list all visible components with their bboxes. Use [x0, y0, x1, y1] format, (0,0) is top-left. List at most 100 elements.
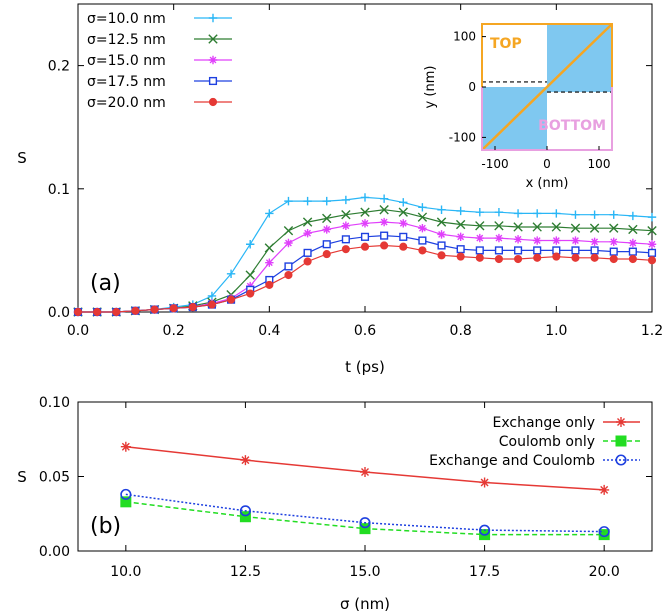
data-point — [379, 194, 389, 203]
panel-a-label: (a) — [90, 271, 121, 296]
data-point — [265, 280, 274, 289]
legend-entry: σ=17.5 nm — [87, 74, 232, 90]
data-point — [609, 237, 618, 246]
data-point — [303, 228, 312, 238]
data-point — [437, 230, 446, 239]
inset-x-tick-label: 0 — [543, 157, 551, 171]
data-point — [417, 212, 428, 222]
legend-label: Coulomb only — [499, 434, 595, 450]
data-point — [418, 236, 427, 245]
data-point — [418, 246, 427, 255]
panel-b-x-axis-label: σ (nm) — [340, 595, 390, 613]
data-point — [120, 488, 132, 500]
data-point — [494, 233, 504, 243]
y-tick-label: 0.2 — [48, 59, 70, 75]
data-point — [533, 236, 542, 245]
data-point — [647, 240, 657, 249]
data-point — [93, 307, 102, 317]
data-point — [303, 257, 312, 266]
data-point — [475, 208, 484, 217]
inset-border-top — [481, 23, 613, 87]
y-tick-label: 0.10 — [39, 395, 70, 411]
x-tick-label: 12.5 — [230, 564, 261, 580]
x-tick-label: 17.5 — [469, 564, 500, 580]
inset-bottom-label: BOTTOM — [538, 118, 606, 134]
x-tick-label: 0.4 — [258, 323, 280, 339]
data-point — [239, 505, 251, 517]
data-point — [456, 252, 465, 261]
data-point — [322, 225, 331, 234]
data-point — [398, 207, 408, 217]
data-point — [245, 270, 255, 280]
data-point — [533, 209, 542, 218]
data-point — [590, 210, 599, 219]
data-point — [628, 224, 638, 235]
data-point — [552, 252, 561, 261]
data-point — [479, 477, 490, 488]
data-point — [475, 233, 484, 243]
data-point — [207, 300, 217, 309]
data-point — [609, 247, 618, 256]
panel-b-tick-labels: 10.0 12.5 15.0 17.5 20.0 0.00 0.05 0.10 — [39, 395, 620, 580]
panel-a-series — [73, 193, 657, 317]
data-point — [647, 248, 657, 257]
data-point — [513, 235, 523, 244]
legend-label: σ=10.0 nm — [87, 11, 166, 27]
legend-marker — [616, 417, 626, 427]
data-point — [570, 223, 581, 233]
inset-x-tick-label: 100 — [588, 157, 611, 171]
data-point — [131, 306, 140, 315]
legend-label: σ=15.0 nm — [87, 53, 166, 69]
legend-label: σ=12.5 nm — [87, 32, 166, 48]
data-point — [475, 246, 484, 255]
series-2 — [73, 217, 657, 317]
x-tick-label: 0.0 — [67, 323, 89, 339]
data-point — [120, 496, 132, 508]
data-point — [628, 238, 638, 248]
x-tick-label: 0.6 — [354, 323, 376, 339]
legend-marker — [615, 454, 627, 466]
data-point — [456, 206, 465, 216]
data-point — [628, 254, 637, 264]
panel-a-tick-labels: 0.0 0.2 0.4 0.6 0.8 1.0 1.2 0.0 0.1 0.2 — [48, 59, 663, 339]
legend-marker — [208, 13, 218, 23]
legend-label: Exchange only — [493, 415, 595, 431]
data-point — [360, 467, 370, 478]
data-point — [360, 232, 370, 241]
x-tick-label: 0.8 — [450, 323, 472, 339]
data-point — [246, 289, 255, 298]
legend-marker — [208, 76, 218, 86]
legend-marker — [208, 55, 218, 65]
legend-label: σ=20.0 nm — [87, 95, 166, 111]
legend-entry: σ=15.0 nm — [87, 53, 232, 69]
data-point — [322, 240, 331, 249]
data-point — [609, 223, 619, 233]
panel-b-series — [120, 441, 610, 541]
panel-b-y-axis-label: S — [17, 468, 27, 486]
data-point — [475, 221, 485, 231]
data-point — [322, 250, 331, 259]
y-tick-label: 0.00 — [39, 544, 70, 560]
data-point — [322, 196, 331, 206]
data-point — [514, 246, 523, 255]
data-point — [380, 231, 389, 240]
series-4 — [73, 241, 657, 317]
data-point — [436, 217, 447, 227]
data-point — [73, 307, 83, 317]
data-point — [533, 253, 542, 262]
inset-y-tick-label: 100 — [453, 30, 476, 44]
legend-entry: σ=20.0 nm — [87, 95, 232, 111]
data-point — [590, 253, 599, 262]
panel-a-x-axis-label: t (ps) — [345, 358, 385, 376]
data-point — [303, 196, 312, 206]
data-point — [571, 253, 580, 262]
data-point — [150, 305, 159, 314]
data-point — [341, 235, 350, 244]
x-tick-label: 10.0 — [110, 564, 141, 580]
panel-a: 0.0 0.2 0.4 0.6 0.8 1.0 1.20.00.10.2 t (ps) S … — [17, 3, 663, 376]
data-point — [239, 511, 251, 523]
series-line — [125, 493, 605, 533]
data-point — [359, 523, 371, 535]
x-tick-label: 0.2 — [163, 323, 185, 339]
